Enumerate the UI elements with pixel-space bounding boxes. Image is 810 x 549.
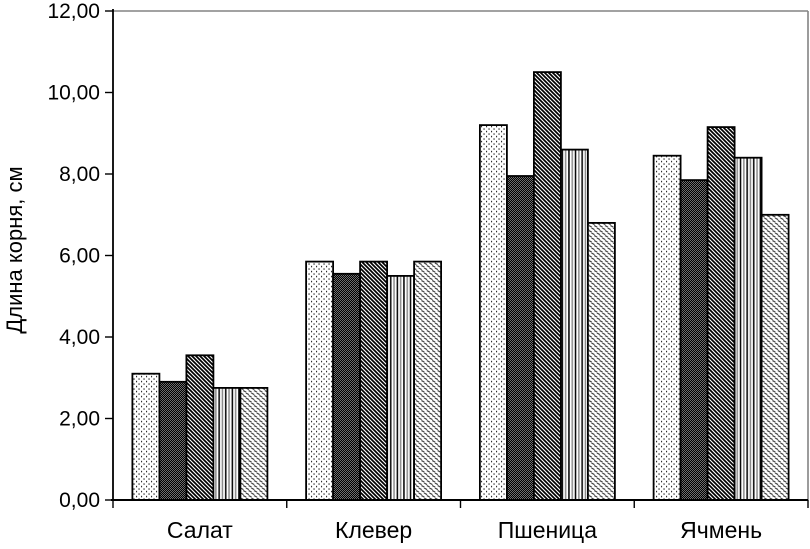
x-category-label: Клевер bbox=[335, 517, 412, 543]
bar-Салат-pattern-light-diagonal bbox=[239, 386, 269, 501]
bar-Клевер-pattern-dark-checker bbox=[332, 272, 362, 501]
bar-Ячмень-pattern-vertical-lines bbox=[733, 156, 763, 501]
y-tick-label: 12,00 bbox=[47, 0, 100, 23]
bar-Салат-pattern-dark-checker bbox=[158, 380, 188, 501]
bar-Салат-pattern-dense-diagonal bbox=[185, 354, 215, 501]
bar-Салат-pattern-fine-dots bbox=[131, 372, 161, 501]
bars-layer bbox=[131, 71, 790, 501]
bar-Пшеница-pattern-dark-checker bbox=[505, 175, 535, 501]
y-tick-label: 6,00 bbox=[59, 245, 100, 268]
bar-Пшеница-pattern-fine-dots bbox=[478, 124, 508, 501]
bar-Клевер-pattern-fine-dots bbox=[305, 260, 335, 501]
bar-Клевер-pattern-dense-diagonal bbox=[359, 260, 389, 501]
y-tick-label: 0,00 bbox=[59, 489, 100, 512]
bar-Пшеница-pattern-dense-diagonal bbox=[533, 71, 562, 501]
bar-Салат-pattern-vertical-lines bbox=[212, 386, 242, 501]
y-tick-label: 8,00 bbox=[59, 163, 100, 186]
bar-Пшеница-pattern-vertical-lines bbox=[560, 148, 589, 501]
y-tick-label: 2,00 bbox=[59, 408, 100, 431]
bar-Клевер-pattern-vertical-lines bbox=[386, 274, 416, 501]
bar-Ячмень-pattern-dark-checker bbox=[679, 179, 709, 501]
x-category-label: Салат bbox=[167, 517, 233, 543]
x-category-label: Пшеница bbox=[498, 517, 597, 543]
axes-layer: 0,00 2,00 4,00 6,00 8,00 10,00 12,00 Салат Клеве… bbox=[47, 0, 809, 543]
y-tick-label: 4,00 bbox=[59, 326, 100, 349]
y-tick-label: 10,00 bbox=[47, 82, 100, 105]
bar-Ячмень-pattern-light-diagonal bbox=[760, 213, 790, 501]
y-axis-title: Длина корня, см bbox=[2, 166, 27, 333]
x-category-label: Ячмень bbox=[680, 517, 762, 543]
bar-Ячмень-pattern-dense-diagonal bbox=[706, 126, 736, 501]
bar-Пшеница-pattern-light-diagonal bbox=[587, 221, 616, 501]
bar-Ячмень-pattern-fine-dots bbox=[652, 154, 682, 501]
bar-Клевер-pattern-light-diagonal bbox=[413, 260, 443, 501]
